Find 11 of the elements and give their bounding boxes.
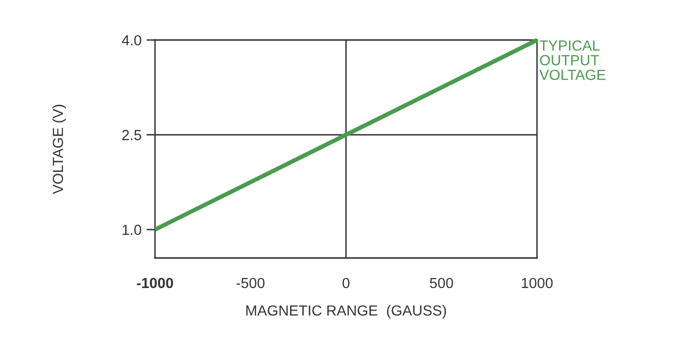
- x-axis-title: MAGNETIC RANGE (GAUSS): [246, 304, 446, 319]
- y-tick-label: 2.5: [122, 130, 142, 140]
- y-tick-label: 4.0: [122, 35, 142, 46]
- x-tick-label: 1000: [522, 278, 553, 288]
- x-tick-label: -500: [236, 278, 265, 288]
- y-axis-title: VOLTAGE (V): [52, 104, 66, 194]
- x-tick-label: 0: [342, 278, 350, 288]
- series-label: TYPICAL OUTPUT VOLTAGE: [539, 40, 606, 80]
- x-tick-label: -1000: [136, 278, 174, 288]
- y-tick-label: 1.0: [122, 224, 142, 235]
- x-tick-label: 500: [430, 278, 454, 288]
